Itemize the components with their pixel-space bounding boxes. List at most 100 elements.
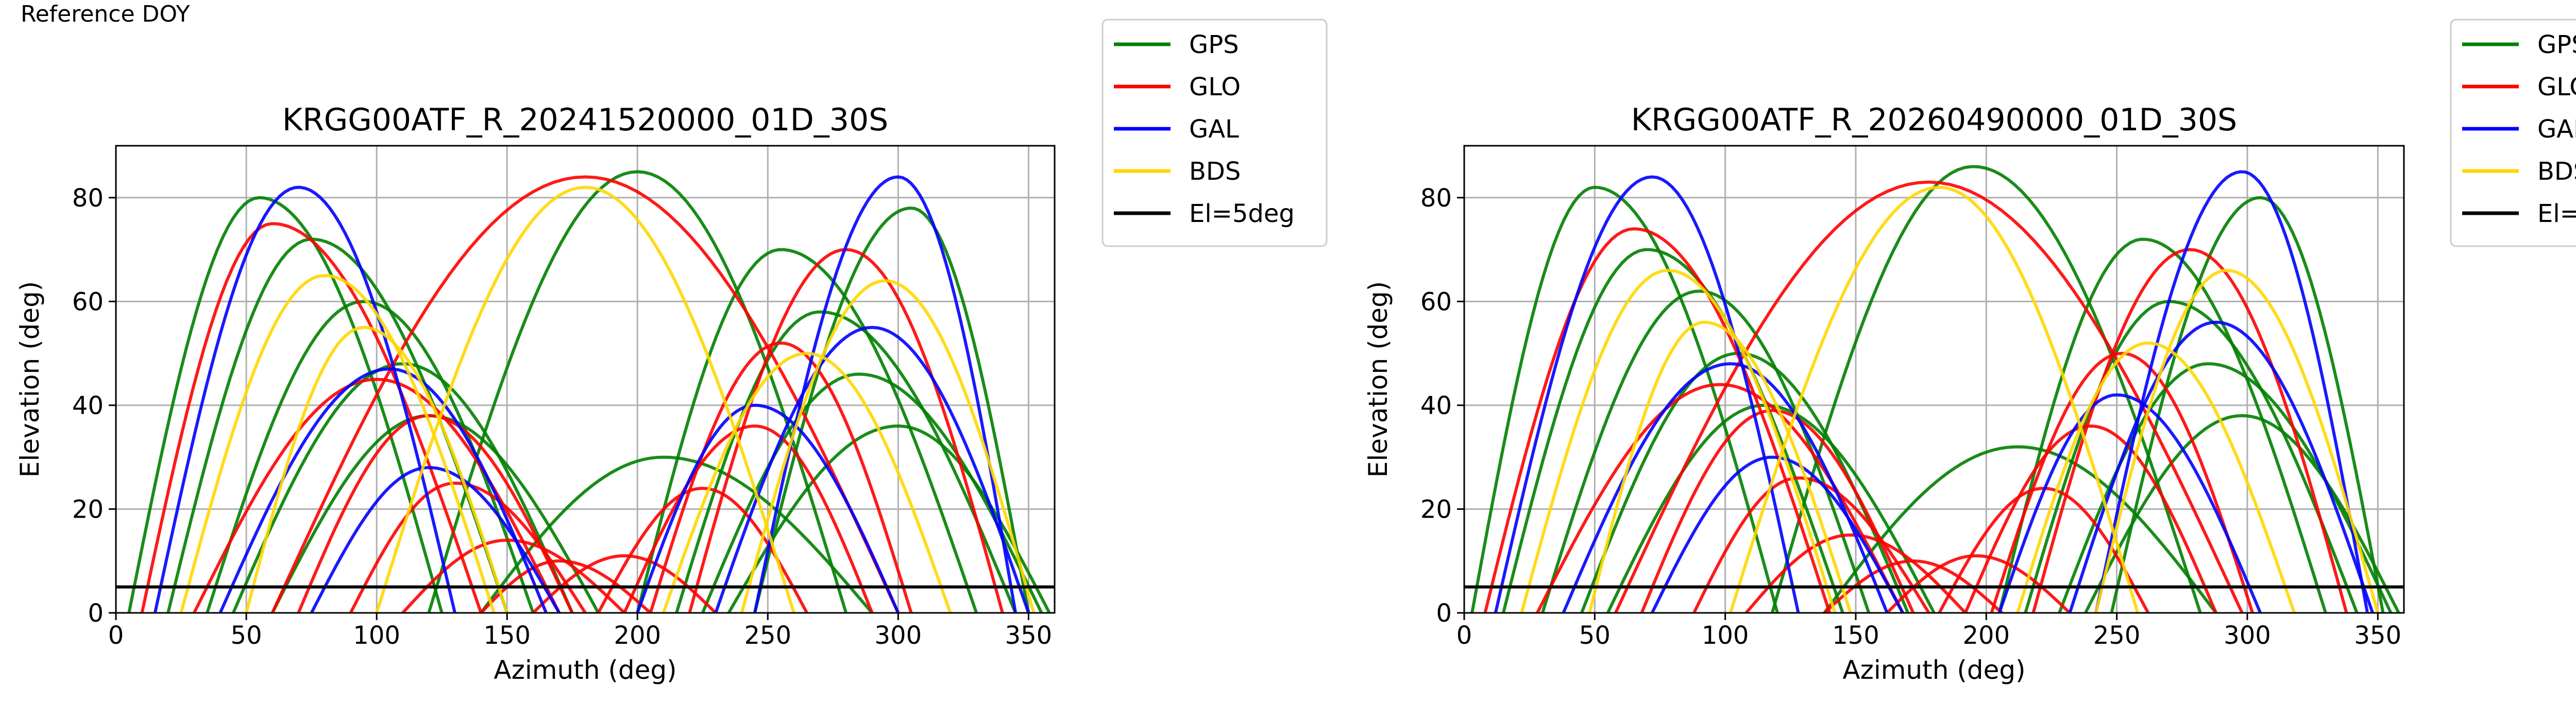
track-glo [270,175,900,613]
track-gps [701,372,1043,613]
track-glo [1990,352,2255,613]
legend-label: BDS [2537,157,2576,186]
track-gal [753,175,1018,613]
y-axis-label: Elevation (deg) [1363,281,1393,477]
plot-area [1470,165,2400,613]
x-tick-label: 100 [353,621,400,650]
x-tick-label: 200 [1963,621,2010,650]
track-gps [1770,165,2202,613]
track-bds [245,325,509,613]
chart-title: KRGG00ATF_R_20260490000_01D_30S [1631,102,2238,138]
series-gal [153,175,1030,613]
x-tick-label: 100 [1702,621,1749,650]
legend-label: El=5deg [2537,199,2576,228]
track-gps [2110,196,2385,613]
x-tick-label: 200 [614,621,661,650]
track-glo [649,341,913,613]
x-tick-label: 300 [2224,621,2271,650]
y-tick-label: 60 [1420,287,1452,316]
track-bds [1588,320,1852,613]
y-tick-label: 20 [72,495,104,524]
figure-header: Reference DOY [21,1,190,27]
y-tick-label: 80 [1420,184,1452,213]
track-bds [375,185,795,613]
track-gps [636,248,978,613]
track-gal [2068,320,2375,613]
track-bds [1728,185,2140,613]
track-glo [622,424,874,613]
track-gal [218,367,548,613]
track-glo [479,559,652,613]
x-tick-label: 150 [483,621,531,650]
series-gal [1494,170,2375,613]
x-tick-label: 150 [1832,621,1879,650]
legend-label: BDS [1189,157,1241,186]
track-gps [1997,237,2327,613]
track-gps [127,196,444,613]
x-tick-label: 300 [875,621,922,650]
x-tick-label: 0 [1456,621,1472,650]
legend-box [2450,19,2576,247]
track-glo [2031,248,2348,613]
track-gps [675,310,1018,613]
y-tick-label: 0 [1436,599,1452,628]
y-tick-label: 40 [72,391,104,420]
y-axis-label: Elevation (deg) [15,281,45,477]
axes-frame [1463,145,2405,614]
y-tick-label: 40 [1420,391,1452,420]
track-bds [2094,268,2380,613]
legend-box [1101,19,1328,247]
series-gps [1470,165,2400,613]
y-tick-label: 0 [88,599,104,628]
track-gps [427,170,848,613]
track-glo [1692,476,1930,613]
track-glo [531,554,718,613]
legend-label: GLO [2537,73,2576,101]
series-bds [1520,185,2380,613]
track-gal [1650,455,1905,613]
track-glo [1483,227,1832,613]
track-bds [740,279,1036,613]
plot-area [127,170,1051,613]
series-glo [140,175,1004,613]
track-gps [1823,445,2218,613]
legend-label: GPS [1189,30,1239,59]
x-tick-label: 350 [2354,621,2402,650]
chart-2: 0 50 100 150 200 250 300 350 0 20 40 60 80 KRGG00ATF_… [1363,19,2576,685]
x-axis-label: Azimuth (deg) [1842,655,2025,685]
track-gps [1470,185,1779,613]
track-glo [1614,180,2244,613]
y-tick-label: 20 [1420,495,1452,524]
track-gal [714,325,1030,613]
track-gps [753,206,1030,613]
track-glo [1535,383,1905,613]
track-glo [192,378,561,613]
legend: GPS GLO GAL BDS El=5deg [1101,19,1328,247]
series-bds [179,185,1036,613]
series-gps [127,170,1051,613]
chart-title: KRGG00ATF_R_20241520000_01D_30S [282,102,889,138]
axes-frame [115,145,1056,614]
y-tick-label: 60 [72,287,104,316]
series-glo [1483,180,2348,613]
track-glo [1963,424,2218,613]
track-glo [140,222,483,613]
track-gal [2094,170,2369,613]
track-gal [1997,393,2262,613]
track-gal [153,185,456,613]
track-gal [310,466,561,613]
track-bds [2016,341,2296,613]
y-tick-label: 80 [72,184,104,213]
track-glo [297,414,574,613]
track-gal [1494,175,1800,613]
x-tick-label: 50 [231,621,262,650]
track-gal [636,403,900,613]
track-glo [401,538,626,613]
x-tick-label: 350 [1005,621,1053,650]
legend-label: GAL [1189,115,1239,144]
track-gps [479,455,874,613]
legend-label: GLO [1189,73,1241,101]
track-gps [727,424,1051,613]
x-axis-label: Azimuth (deg) [494,655,676,685]
